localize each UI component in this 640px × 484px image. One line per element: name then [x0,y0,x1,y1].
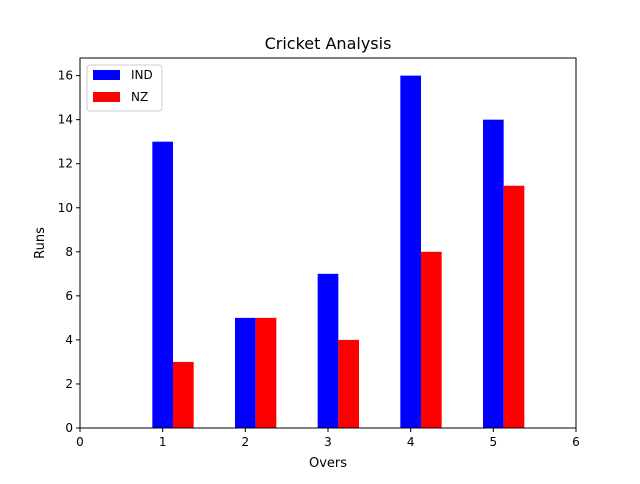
bar-nz-over-3 [338,339,359,428]
bar-nz-over-4 [421,251,442,428]
legend-label-ind: IND [131,68,153,82]
legend-swatch-nz [93,92,120,102]
bar-ind-over-1 [152,141,173,428]
bar-ind-over-2 [235,317,256,428]
y-tick-label: 0 [65,421,73,435]
bar-nz-over-5 [503,185,525,428]
legend-swatch-ind [93,70,120,80]
y-tick-label: 16 [58,69,73,83]
y-tick-label: 14 [58,113,73,127]
x-axis-label: Overs [309,456,347,471]
plot-frame [79,57,577,429]
bar-nz-over-2 [255,317,277,428]
y-tick-label: 4 [65,333,73,347]
bar-ind-over-3 [317,273,339,428]
chart-title: Cricket Analysis [265,34,392,53]
bars-layer [152,75,525,429]
x-tick-label: 5 [490,435,498,449]
x-tick-label: 1 [159,435,167,449]
x-tick-label: 4 [407,435,415,449]
bar-ind-over-5 [483,119,504,429]
y-tick-label: 8 [65,245,73,259]
x-tick-label: 6 [572,435,580,449]
x-tick-label: 3 [324,435,332,449]
y-axis-label: Runs [33,227,48,259]
x-tick-label: 0 [76,435,84,449]
y-tick-label: 6 [65,289,73,303]
bar-nz-over-1 [173,361,194,428]
y-tick-label: 12 [58,157,73,171]
x-tick-label: 2 [242,435,250,449]
y-tick-label: 10 [58,201,73,215]
bar-ind-over-4 [400,75,421,428]
y-tick-label: 2 [65,377,73,391]
legend: IND NZ [86,64,163,112]
legend-label-nz: NZ [131,90,148,104]
